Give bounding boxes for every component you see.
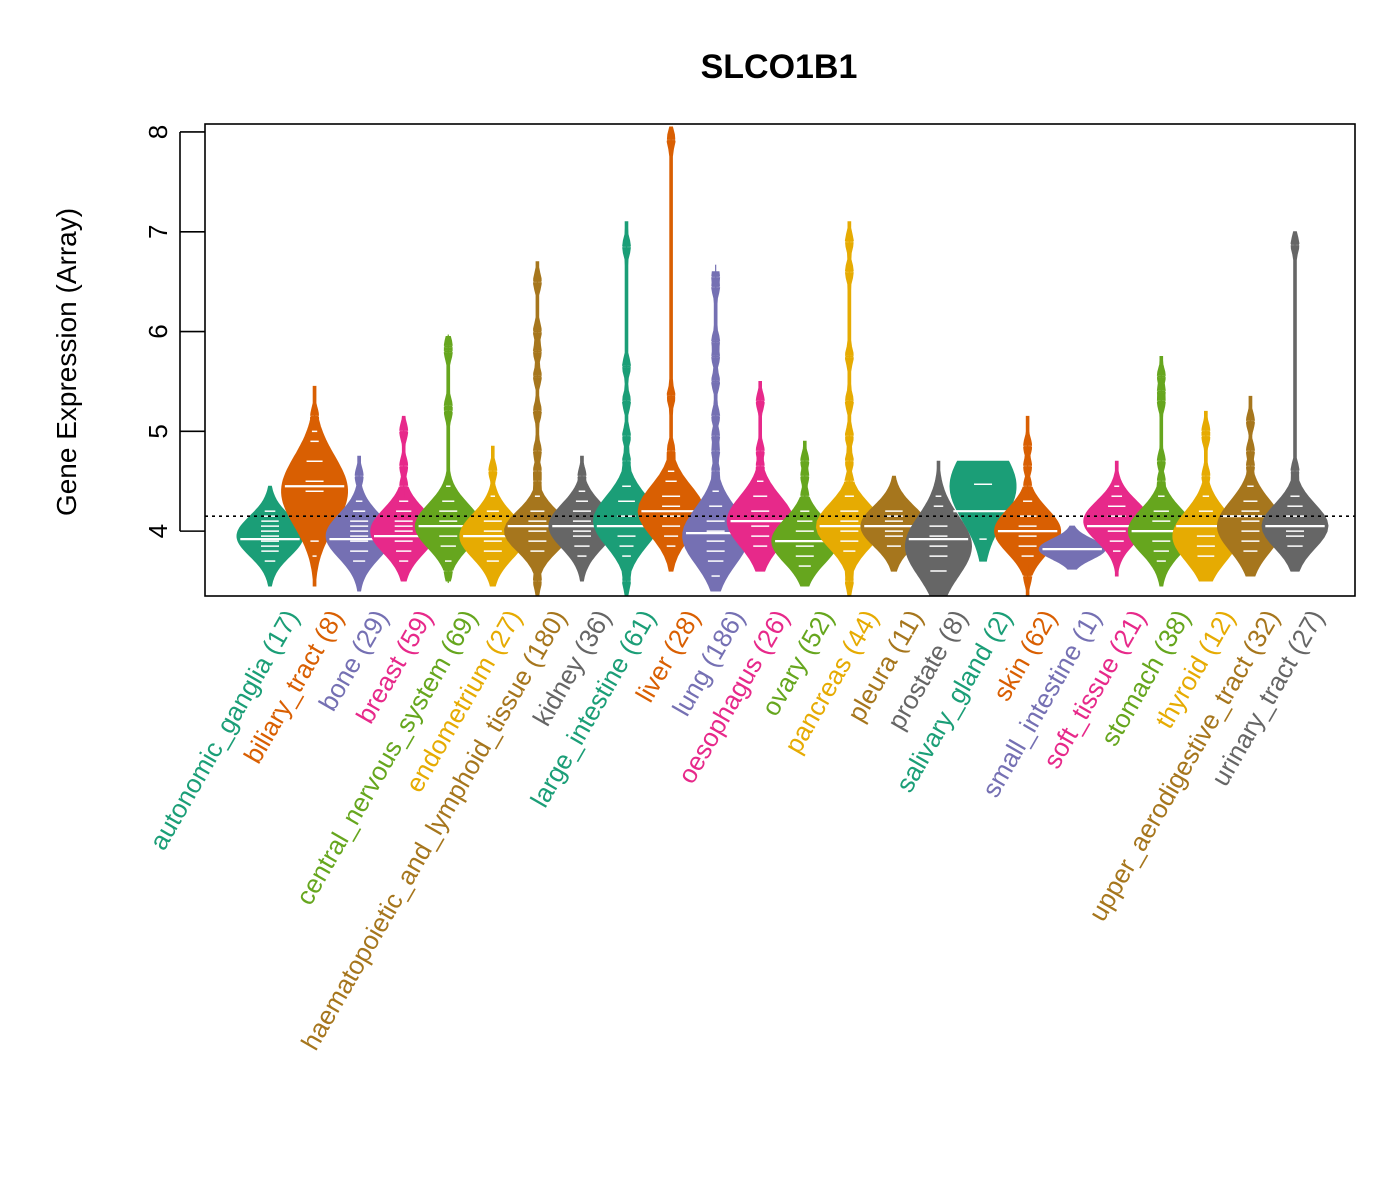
bean-central_nervous_system bbox=[414, 334, 482, 584]
x-axis-labels: autonomic_ganglia (17)biliary_tract (8)b… bbox=[143, 605, 1330, 1056]
bean-autonomic_ganglia bbox=[236, 485, 304, 587]
y-tick-label: 7 bbox=[143, 225, 173, 239]
y-axis: 4 5 6 7 8 bbox=[143, 125, 205, 538]
bean-thyroid bbox=[1172, 410, 1240, 582]
bean-haematopoietic_and_lymphoid_tissue bbox=[504, 261, 571, 597]
plot-frame bbox=[204, 123, 1356, 597]
bean-density bbox=[1038, 525, 1106, 570]
bean-density bbox=[637, 126, 705, 572]
bean-density bbox=[504, 261, 571, 597]
bean-small_intestine bbox=[1038, 525, 1106, 570]
chart-title: SLCO1B1 bbox=[701, 48, 858, 86]
bean-density bbox=[1261, 231, 1329, 572]
bean-oesophagus bbox=[726, 381, 794, 572]
y-tick-label: 8 bbox=[143, 125, 173, 139]
bean-urinary_tract bbox=[1261, 231, 1329, 572]
bean-large_intestine bbox=[592, 221, 661, 597]
bean-density bbox=[905, 460, 973, 597]
bean-liver bbox=[637, 126, 705, 572]
bean-prostate bbox=[905, 460, 973, 597]
y-tick-label: 4 bbox=[143, 524, 173, 538]
bean-ovary bbox=[771, 440, 839, 587]
bean-density bbox=[414, 336, 482, 582]
bean-group bbox=[236, 126, 1329, 597]
y-tick-label: 6 bbox=[143, 324, 173, 338]
y-axis-label: Gene Expression (Array) bbox=[51, 208, 82, 516]
y-tick-label: 5 bbox=[143, 424, 173, 438]
